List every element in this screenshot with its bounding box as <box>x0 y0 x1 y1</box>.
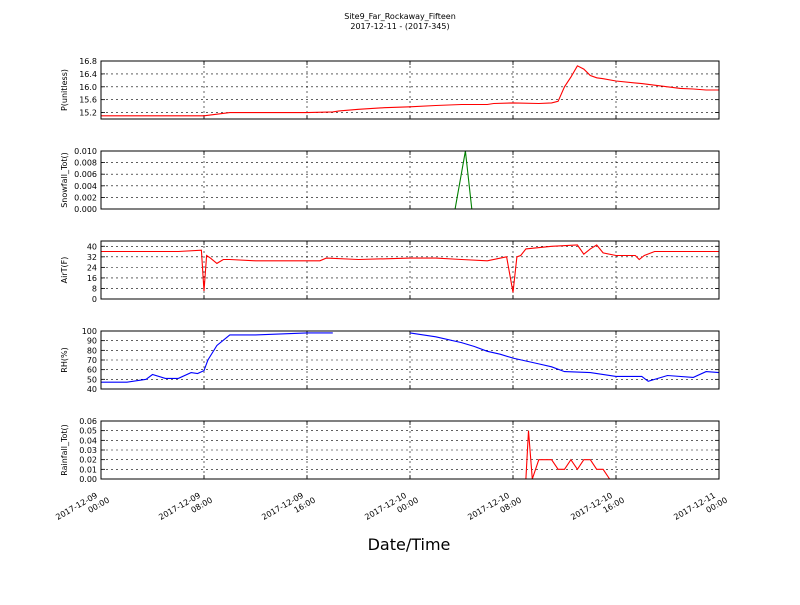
y-axis-label: RH(%) <box>60 347 69 372</box>
figure-title: Site9_Far_Rockaway_Fifteen <box>344 12 456 21</box>
y-tick-label: 0.004 <box>74 182 97 191</box>
y-tick-label: 40 <box>87 242 97 251</box>
series-line <box>409 332 720 382</box>
y-tick-label: 32 <box>87 253 97 262</box>
y-tick-label: 0 <box>92 295 97 304</box>
series-line <box>101 244 719 293</box>
y-axis-label: Rainfall_Tot() <box>60 424 69 476</box>
y-tick-label: 8 <box>92 284 97 293</box>
panel-1: 15.2 15.6 16.0 16.4 16.8 P(unitless) <box>60 57 720 120</box>
y-axis-label: AirT(F) <box>60 257 69 284</box>
y-tick-label: 0.008 <box>74 159 97 168</box>
y-tick-label: 0.006 <box>74 170 97 179</box>
y-tick-label: 0.010 <box>74 147 97 156</box>
y-tick-label: 0.04 <box>79 436 97 445</box>
y-tick-label: 15.2 <box>79 109 97 118</box>
chart-panels: 15.215.616.016.416.8P(unitless)0.0000.00… <box>60 57 720 484</box>
y-tick-label: 15.6 <box>79 96 97 105</box>
y-tick-label: 0.002 <box>74 193 97 202</box>
x-axis-label: Date/Time <box>368 535 451 554</box>
plot-frame <box>100 420 720 480</box>
panel-5: 0.000.010.020.030.040.050.06 Rainfall_Tot… <box>60 417 720 484</box>
y-axis-label: P(unitless) <box>60 69 69 111</box>
y-tick-label: 0.01 <box>79 465 97 474</box>
y-tick-label: 0.00 <box>79 475 97 484</box>
y-tick-label: 100 <box>82 327 97 336</box>
y-tick-label: 80 <box>87 346 97 355</box>
plot-frame <box>100 330 720 390</box>
y-tick-label: 16.8 <box>79 57 97 66</box>
y-tick-label: 16.0 <box>79 83 97 92</box>
series-line <box>101 430 719 480</box>
y-tick-label: 0.02 <box>79 456 97 465</box>
figure-subtitle: 2017-12-11 - (2017-345) <box>350 22 449 31</box>
panel-2: 0.000 0.002 0.004 0.006 0.008 0.010 Snowfall_T… <box>60 147 720 214</box>
y-tick-label: 24 <box>87 263 97 272</box>
y-tick-label: 0.05 <box>79 427 97 436</box>
y-tick-label: 50 <box>87 375 97 384</box>
series-line <box>101 65 719 117</box>
plot-frame <box>100 60 720 120</box>
y-tick-label: 0.000 <box>74 205 97 214</box>
plot-frame <box>100 240 720 300</box>
series-line <box>101 150 719 210</box>
y-axis-label: Snowfall_Tot() <box>60 152 69 208</box>
series-line <box>101 332 333 383</box>
y-tick-label: 16 <box>87 274 97 283</box>
y-tick-label: 40 <box>87 385 97 394</box>
y-tick-label: 0.03 <box>79 446 97 455</box>
y-tick-label: 16.4 <box>79 70 97 79</box>
y-tick-label: 70 <box>87 356 97 365</box>
y-tick-label: 90 <box>87 337 97 346</box>
y-tick-label: 0.06 <box>79 417 97 426</box>
plot-frame <box>100 150 720 210</box>
y-tick-label: 60 <box>87 366 97 375</box>
